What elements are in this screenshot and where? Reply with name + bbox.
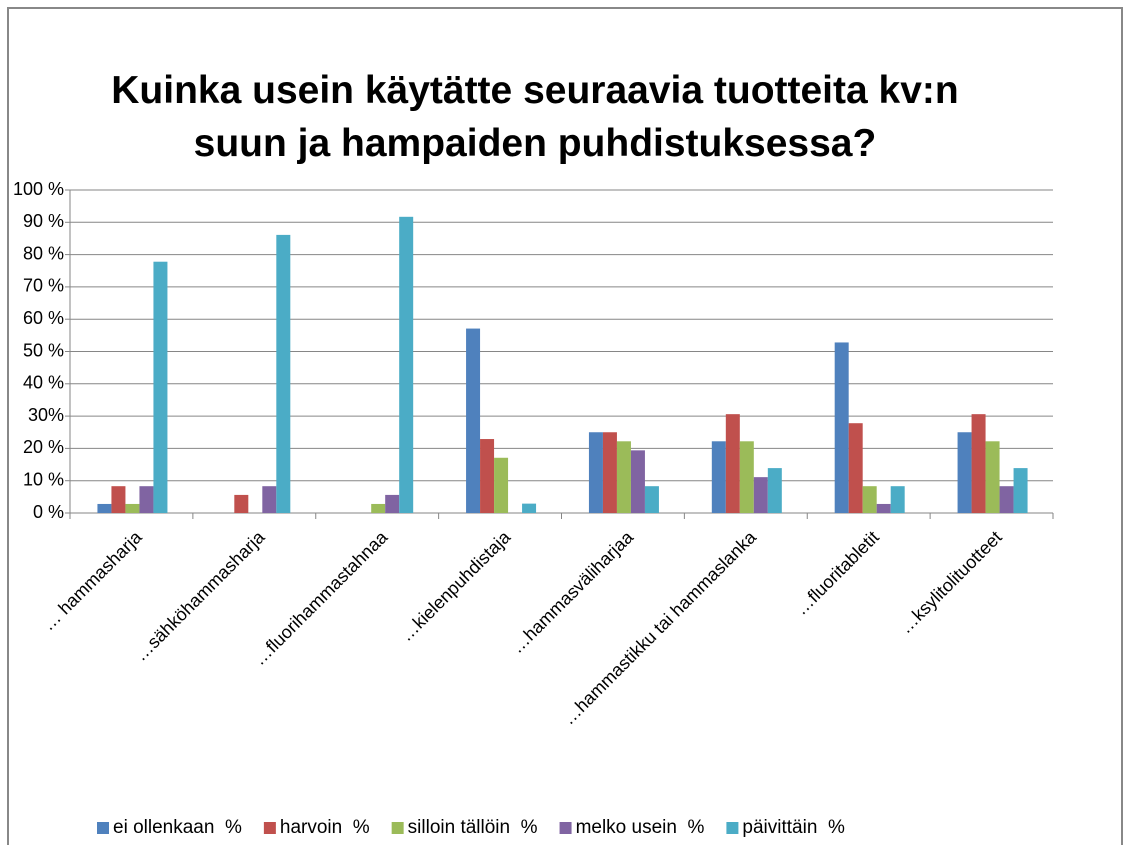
legend-label: harvoin % <box>280 817 370 838</box>
x-tick-label: … hammasharja <box>38 526 146 634</box>
bar <box>522 503 537 513</box>
x-tick-label: …fluoritabletit <box>791 527 883 619</box>
bar <box>125 503 140 513</box>
chart-title: Kuinka usein käytätte seuraavia tuotteit… <box>111 69 959 165</box>
bar <box>153 261 168 513</box>
y-tick-label: 100 % <box>13 179 64 199</box>
x-tick-label: …ksylitolituotteet <box>895 527 1005 637</box>
bar <box>985 441 1000 513</box>
bar <box>711 441 726 513</box>
y-tick-label: 30% <box>28 405 64 425</box>
legend-swatch <box>391 822 404 834</box>
bar <box>466 328 481 513</box>
x-tick-label: …fluorihammastahnaa <box>249 526 392 669</box>
bar <box>480 439 495 513</box>
bar <box>876 503 891 513</box>
y-tick-label: 50 % <box>23 340 64 360</box>
legend-swatch <box>559 822 572 834</box>
bar <box>739 441 754 513</box>
y-tick-label: 60 % <box>23 308 64 328</box>
y-tick-label: 0 % <box>33 502 64 522</box>
y-tick-label: 80 % <box>23 243 64 263</box>
bar <box>1013 468 1028 513</box>
bar <box>971 414 986 513</box>
y-tick-label: 40 % <box>23 373 64 393</box>
bar <box>644 486 659 513</box>
x-tick-label: …hammastikku tai hammaslanka <box>558 526 760 728</box>
bar <box>630 450 645 513</box>
bar <box>834 342 849 513</box>
bar <box>139 486 154 513</box>
legend-label: melko usein % <box>576 817 705 838</box>
bar <box>725 414 740 513</box>
bar <box>999 486 1014 513</box>
legend-swatch <box>97 822 109 834</box>
x-tick-label: …sähköhammasharja <box>131 526 270 665</box>
legend-label: silloin tällöin % <box>408 817 538 838</box>
bar <box>262 486 277 513</box>
y-tick-label: 20 % <box>23 437 64 457</box>
bar <box>371 503 386 513</box>
bar <box>602 432 617 513</box>
bar <box>385 494 400 513</box>
y-tick-label: 70 % <box>23 276 64 296</box>
legend-swatch <box>263 822 276 834</box>
bar <box>276 234 291 513</box>
legend-swatch <box>726 822 739 834</box>
chart-frame <box>7 7 1123 845</box>
bar <box>890 486 905 513</box>
x-tick-label: …kielenpuhdistaja <box>396 526 515 645</box>
bar <box>862 486 877 513</box>
y-tick-label: 10 % <box>23 469 64 489</box>
legend-label: ei ollenkaan % <box>113 817 242 838</box>
y-tick-label: 90 % <box>23 211 64 231</box>
bar <box>111 486 126 513</box>
bar <box>399 216 414 513</box>
bar <box>97 503 112 513</box>
x-tick-label: …hammasväliharjaa <box>507 526 638 657</box>
legend-label: päivittäin % <box>742 817 845 838</box>
bar <box>616 441 631 513</box>
bar <box>234 494 249 513</box>
bar <box>494 457 509 513</box>
bar <box>767 468 782 513</box>
bar <box>588 432 603 513</box>
bar <box>957 432 972 513</box>
bar <box>848 423 863 513</box>
bar <box>753 477 768 513</box>
